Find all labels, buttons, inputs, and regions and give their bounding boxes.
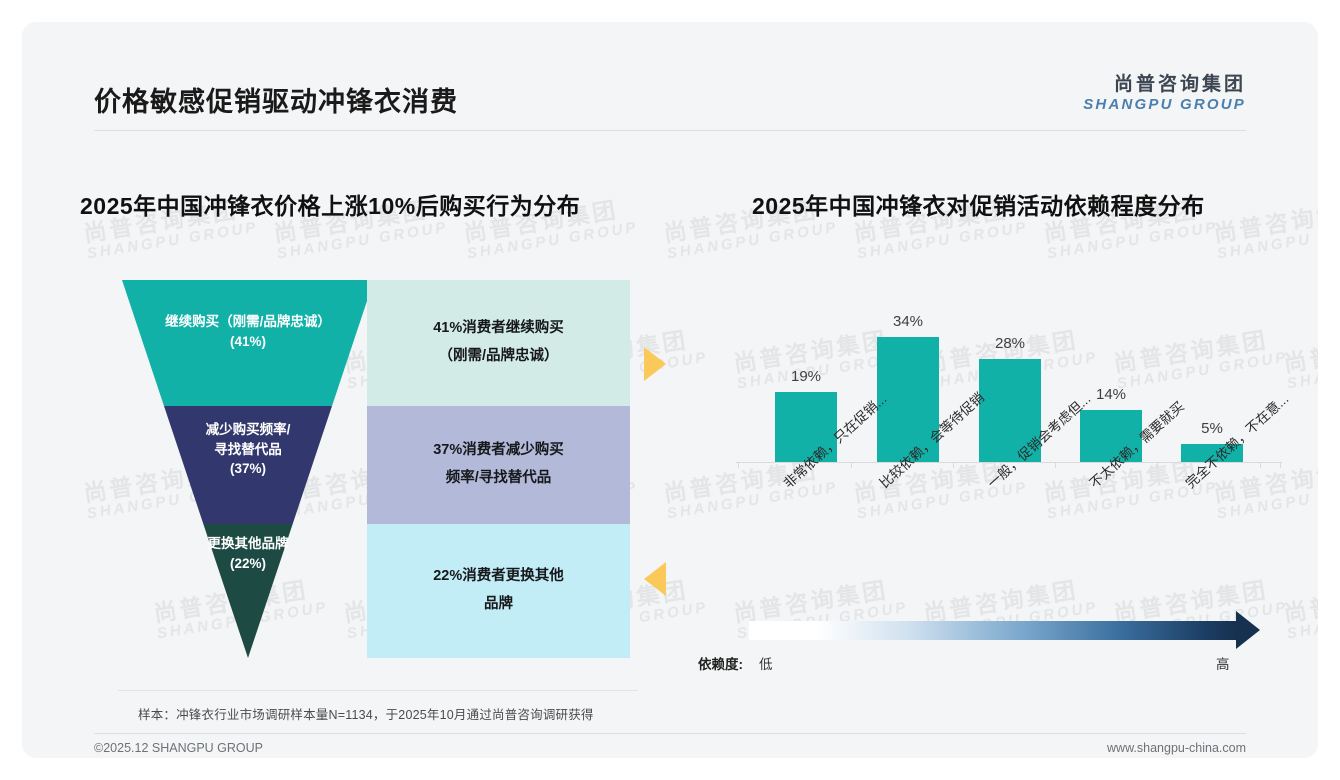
bar-column[interactable]: 5%: [1181, 322, 1243, 462]
gradient-arrow-icon: [1236, 611, 1260, 649]
bar-rect: [979, 359, 1041, 462]
bar-rect: [877, 337, 939, 462]
bar-value-label: 34%: [892, 313, 924, 330]
bar-value-label: 28%: [994, 335, 1026, 352]
slide-canvas: 尚普咨询集团 SHANGPU GROUP 尚普咨询集团 SHANGPU GROUP 尚普…: [22, 22, 1318, 758]
header-divider: [94, 130, 1246, 131]
funnel-segment[interactable]: [164, 406, 332, 524]
logo-chinese-text: 尚普咨询集团: [1113, 74, 1246, 95]
bar-value-label: 14%: [1095, 386, 1127, 403]
bar-column[interactable]: 14%: [1080, 322, 1142, 462]
bar-value-label: 19%: [790, 368, 822, 385]
right-chart-title: 2025年中国冲锋衣对促销活动依赖程度分布: [752, 193, 1205, 219]
axis-tick: [851, 462, 852, 468]
brand-logo: 尚普咨询集团 SHANGPU GROUP: [1083, 74, 1246, 113]
funnel-segment[interactable]: [203, 524, 293, 658]
dependency-gradient-bar: [749, 621, 1236, 640]
axis-tick: [738, 462, 739, 468]
funnel-side-panel-text: 22%消费者更换其他 品牌: [433, 568, 564, 612]
axis-tick: [1055, 462, 1056, 468]
triangle-left-icon: [644, 562, 666, 596]
axis-tick: [953, 462, 954, 468]
bar-column[interactable]: 28%: [979, 322, 1041, 462]
bar-column[interactable]: 19%: [775, 322, 837, 462]
funnel-side-panel[interactable]: 41%消费者继续购买 （刚需/品牌忠诚）: [367, 280, 630, 406]
website-link[interactable]: www.shangpu-china.com: [1107, 741, 1246, 755]
bar-rect: [1181, 444, 1243, 462]
bar-rect: [1080, 410, 1142, 462]
footnote-divider: [118, 690, 638, 691]
sample-footnote: 样本：冲锋衣行业市场调研样本量N=1134，于2025年10月通过尚普咨询调研获…: [138, 708, 594, 722]
bar-rect: [775, 392, 837, 462]
axis-tick: [1157, 462, 1158, 468]
left-chart-title: 2025年中国冲锋衣价格上涨10%后购买行为分布: [80, 193, 581, 219]
bar-chart-axis: [736, 462, 1282, 463]
bar-column[interactable]: 34%: [877, 313, 939, 462]
bar-value-label: 5%: [1201, 420, 1223, 437]
legend-high-label: 高: [1216, 657, 1230, 672]
funnel-side-panel-text: 41%消费者继续购买 （刚需/品牌忠诚）: [433, 320, 564, 364]
bar-chart-plot: 19% 34% 28% 14% 5%: [764, 313, 1274, 462]
axis-tick: [1280, 462, 1281, 468]
axis-tick: [1260, 462, 1261, 468]
slide-header: 价格敏感促销驱动冲锋衣消费 尚普咨询集团 SHANGPU GROUP: [22, 22, 1318, 131]
logo-english-text: SHANGPU GROUP: [1083, 95, 1246, 113]
funnel-side-panel[interactable]: 37%消费者减少购买 频率/寻找替代品: [367, 406, 630, 524]
legend-low-label: 低: [759, 657, 773, 672]
triangle-right-icon: [644, 347, 666, 381]
page-title: 价格敏感促销驱动冲锋衣消费: [94, 87, 458, 117]
funnel-segment[interactable]: [122, 280, 374, 406]
footer-divider: [94, 733, 1246, 734]
copyright-text: ©2025.12 SHANGPU GROUP: [94, 741, 263, 755]
funnel-side-panel[interactable]: 22%消费者更换其他 品牌: [367, 524, 630, 658]
legend-caption: 依赖度:: [698, 657, 743, 672]
funnel-shape: [122, 280, 374, 658]
funnel-side-panel-text: 37%消费者减少购买 频率/寻找替代品: [433, 442, 564, 486]
